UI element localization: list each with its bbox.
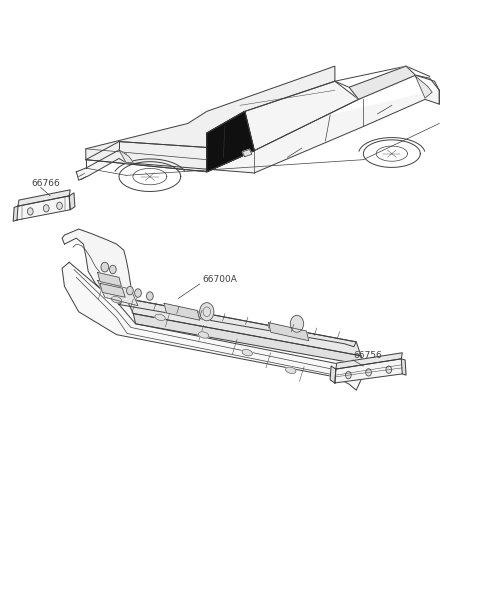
Ellipse shape — [286, 367, 296, 373]
Polygon shape — [416, 76, 432, 98]
Polygon shape — [97, 272, 121, 286]
Polygon shape — [133, 314, 363, 365]
Circle shape — [135, 289, 141, 297]
Polygon shape — [62, 229, 131, 304]
Ellipse shape — [242, 350, 252, 356]
Polygon shape — [18, 190, 70, 206]
Polygon shape — [119, 298, 356, 347]
Circle shape — [346, 371, 351, 379]
Polygon shape — [349, 66, 416, 99]
Polygon shape — [126, 298, 361, 356]
Polygon shape — [13, 206, 18, 221]
Polygon shape — [164, 303, 200, 320]
Circle shape — [127, 286, 133, 295]
Circle shape — [109, 266, 116, 273]
Polygon shape — [76, 150, 126, 180]
Polygon shape — [97, 280, 138, 306]
Circle shape — [27, 208, 33, 215]
Polygon shape — [17, 196, 70, 220]
Polygon shape — [335, 359, 402, 383]
Polygon shape — [330, 366, 336, 383]
Text: 66766: 66766 — [31, 178, 60, 188]
Circle shape — [146, 292, 153, 300]
Circle shape — [366, 369, 372, 376]
Polygon shape — [86, 141, 254, 172]
Circle shape — [57, 202, 62, 209]
Polygon shape — [100, 283, 125, 297]
Polygon shape — [207, 111, 254, 172]
Circle shape — [290, 315, 303, 333]
Polygon shape — [207, 81, 359, 172]
Polygon shape — [268, 323, 309, 340]
Ellipse shape — [199, 332, 209, 338]
Polygon shape — [242, 149, 252, 157]
Polygon shape — [126, 90, 439, 173]
Polygon shape — [62, 262, 361, 390]
Circle shape — [386, 366, 392, 373]
Polygon shape — [336, 353, 402, 369]
Polygon shape — [86, 66, 335, 172]
Circle shape — [43, 205, 49, 212]
Polygon shape — [69, 193, 75, 209]
Circle shape — [101, 262, 108, 272]
Polygon shape — [119, 150, 133, 163]
Polygon shape — [401, 359, 406, 375]
Ellipse shape — [155, 314, 165, 320]
Ellipse shape — [111, 297, 122, 303]
Text: 66700A: 66700A — [202, 275, 237, 284]
Circle shape — [200, 303, 214, 321]
Text: 66756: 66756 — [354, 351, 383, 359]
